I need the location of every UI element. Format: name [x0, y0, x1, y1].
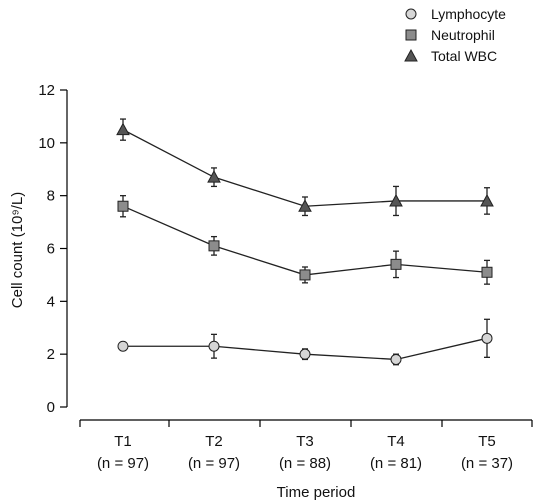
legend: Lymphocyte Neutrophil Total WBC — [404, 6, 506, 64]
x-axis: T1 (n = 97) T2 (n = 97) T3 (n = 88) T4 (n = 81)… — [79, 419, 533, 472]
y-tick-label: 4 — [47, 293, 55, 310]
data-point — [481, 332, 493, 344]
y-axis-title: Cell count (10⁹/L) — [9, 192, 26, 308]
plot-series — [116, 118, 494, 366]
y-tick-label: 2 — [47, 346, 55, 363]
x-tick-label: T5 — [478, 433, 496, 450]
x-tick-sublabel: (n = 97) — [188, 455, 240, 472]
data-point — [299, 348, 311, 360]
data-point — [117, 200, 129, 212]
legend-item: Total WBC — [404, 48, 497, 64]
x-tick-label: T4 — [387, 433, 405, 450]
x-tick-sublabel: (n = 37) — [461, 455, 513, 472]
data-point — [208, 340, 220, 352]
data-point — [298, 199, 312, 212]
data-point — [299, 269, 311, 281]
legend-marker — [405, 29, 417, 41]
legend-marker — [405, 8, 417, 20]
x-tick-sublabel: (n = 88) — [279, 455, 331, 472]
legend-label: Total WBC — [431, 48, 497, 64]
data-point — [207, 170, 221, 183]
x-axis-title: Time period — [277, 484, 356, 501]
data-point — [481, 266, 493, 278]
data-point — [390, 258, 402, 270]
series-lymphocyte — [117, 318, 493, 366]
y-tick-label: 6 — [47, 241, 55, 258]
y-axis: 0 2 4 6 8 10 12 — [38, 82, 68, 416]
x-tick-label: T3 — [296, 433, 314, 450]
series-neutrophil — [117, 195, 493, 285]
data-point — [480, 193, 494, 207]
data-point — [116, 122, 130, 136]
series-line — [122, 129, 487, 207]
data-point — [389, 193, 403, 207]
legend-item: Lymphocyte — [405, 6, 506, 22]
legend-item: Neutrophil — [405, 27, 495, 43]
y-tick-label: 0 — [47, 399, 55, 416]
series-line — [122, 205, 488, 276]
legend-label: Lymphocyte — [431, 6, 506, 22]
x-tick-label: T1 — [114, 433, 132, 450]
legend-marker — [404, 48, 418, 62]
x-tick-sublabel: (n = 81) — [370, 455, 422, 472]
y-tick-label: 10 — [38, 135, 55, 152]
legend-label: Neutrophil — [431, 27, 495, 43]
data-point — [390, 353, 402, 365]
data-point — [208, 240, 220, 252]
x-tick-sublabel: (n = 97) — [97, 455, 149, 472]
x-tick-label: T2 — [205, 433, 223, 450]
y-tick-label: 8 — [47, 188, 55, 205]
data-point — [117, 340, 129, 352]
series-total-wbc — [116, 118, 494, 217]
y-tick-label: 12 — [38, 82, 55, 99]
